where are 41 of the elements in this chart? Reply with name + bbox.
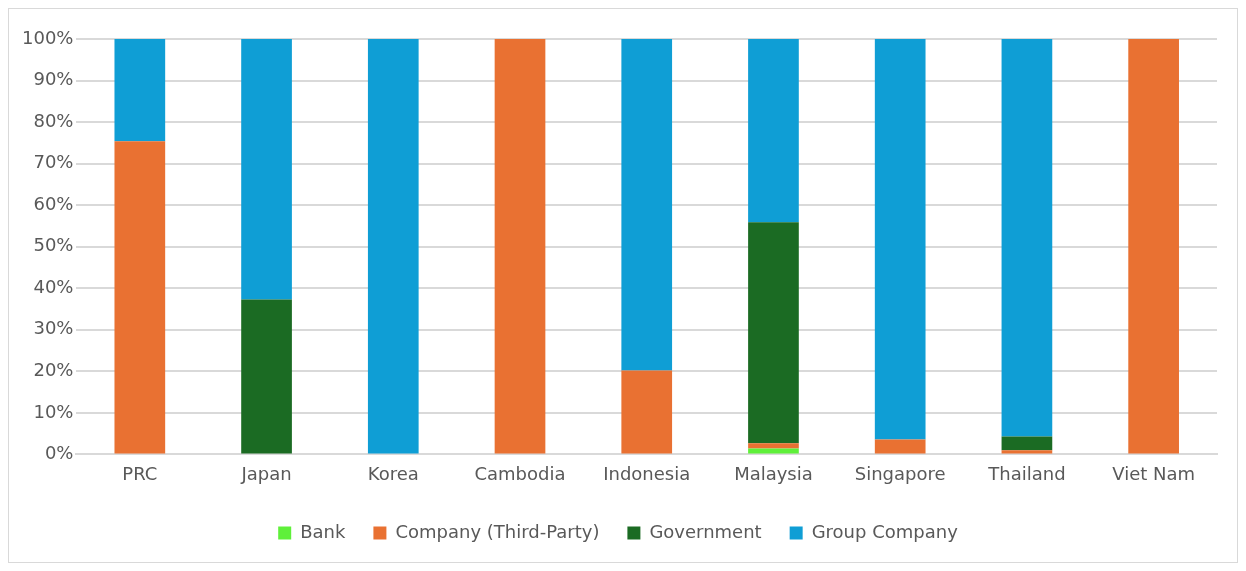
y-tick-label: 20% [33,358,74,380]
x-tick-label: Malaysia [734,462,813,484]
y-tick-label: 60% [33,192,74,214]
legend-label: Company (Third-Party) [395,520,600,542]
bar [621,39,673,371]
x-tick-label: Indonesia [603,462,691,484]
y-tick-label: 30% [33,317,74,339]
bar [1001,436,1053,451]
legend-label: Group Company [811,520,959,542]
y-tick-label: 10% [33,400,74,422]
x-tick-label: Singapore [854,462,946,484]
bar [114,141,166,454]
bar [1001,39,1053,437]
bar [367,39,419,454]
x-tick-label: Korea [367,462,419,484]
y-tick-label: 90% [33,68,74,90]
bar [874,439,926,454]
bar [114,39,166,142]
x-tick-label: Japan [240,462,292,484]
x-tick-label: PRC [122,462,158,484]
bar [241,39,292,300]
bar [748,222,799,444]
y-tick-label: 40% [33,275,74,297]
y-tick-label: 50% [33,234,74,256]
y-tick-label: 70% [33,151,74,173]
x-tick-label: Thailand [987,462,1066,484]
bar [1128,39,1179,454]
legend-label: Government [649,520,762,542]
bar [748,39,799,223]
x-tick-label: Cambodia [474,462,566,484]
bar [874,39,926,440]
y-tick-label: 80% [33,109,74,131]
bar [241,299,292,454]
bar [748,443,799,449]
bar [494,39,546,454]
x-tick-label: Viet Nam [1112,462,1196,484]
y-tick-label: 100% [21,26,74,48]
bar [1001,450,1053,454]
bar [621,370,673,454]
legend-label: Bank [300,520,346,542]
y-tick-label: 0% [44,442,74,464]
